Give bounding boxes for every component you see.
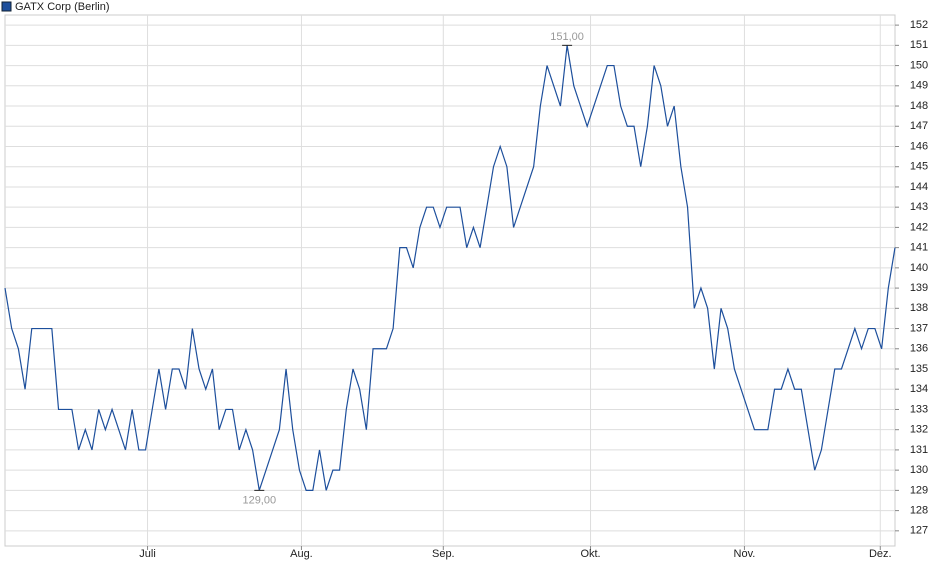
y-tick-label: 140 xyxy=(910,262,928,274)
legend-label: GATX Corp (Berlin) xyxy=(15,1,110,13)
y-tick-label: 131 xyxy=(910,444,928,456)
legend-swatch xyxy=(1,1,12,12)
y-tick-label: 130 xyxy=(910,464,928,476)
y-tick-label: 149 xyxy=(910,80,928,92)
y-tick-label: 132 xyxy=(910,424,928,436)
y-tick-label: 141 xyxy=(910,242,928,254)
y-tick-label: 151 xyxy=(910,39,928,51)
y-tick-label: 128 xyxy=(910,505,928,517)
y-tick-label: 142 xyxy=(910,221,928,233)
y-tick-label: 144 xyxy=(910,181,928,193)
y-tick-label: 137 xyxy=(910,322,928,334)
x-tick-label: Okt. xyxy=(580,548,600,560)
y-tick-label: 138 xyxy=(910,302,928,314)
x-tick-label: Juli xyxy=(139,548,156,560)
plot-area xyxy=(4,14,896,547)
y-tick-label: 136 xyxy=(910,343,928,355)
y-tick-label: 147 xyxy=(910,120,928,132)
x-tick-label: Dez. xyxy=(869,548,892,560)
y-tick-label: 152 xyxy=(910,19,928,31)
price-line xyxy=(4,45,896,491)
x-tick-label: Aug. xyxy=(290,548,313,560)
y-tick-label: 143 xyxy=(910,201,928,213)
y-tick-label: 134 xyxy=(910,383,928,395)
y-tick-label: 150 xyxy=(910,59,928,71)
x-tick-label: Sep. xyxy=(432,548,455,560)
annotation-label: 129,00 xyxy=(242,494,276,506)
y-tick-label: 146 xyxy=(910,140,928,152)
y-tick-label: 145 xyxy=(910,161,928,173)
y-tick-label: 148 xyxy=(910,100,928,112)
y-tick-label: 133 xyxy=(910,403,928,415)
annotation-label: 151,00 xyxy=(550,31,584,43)
y-tick-label: 135 xyxy=(910,363,928,375)
y-tick-label: 129 xyxy=(910,484,928,496)
x-tick-label: Nov. xyxy=(734,548,756,560)
y-tick-label: 139 xyxy=(910,282,928,294)
y-tick-label: 127 xyxy=(910,525,928,537)
